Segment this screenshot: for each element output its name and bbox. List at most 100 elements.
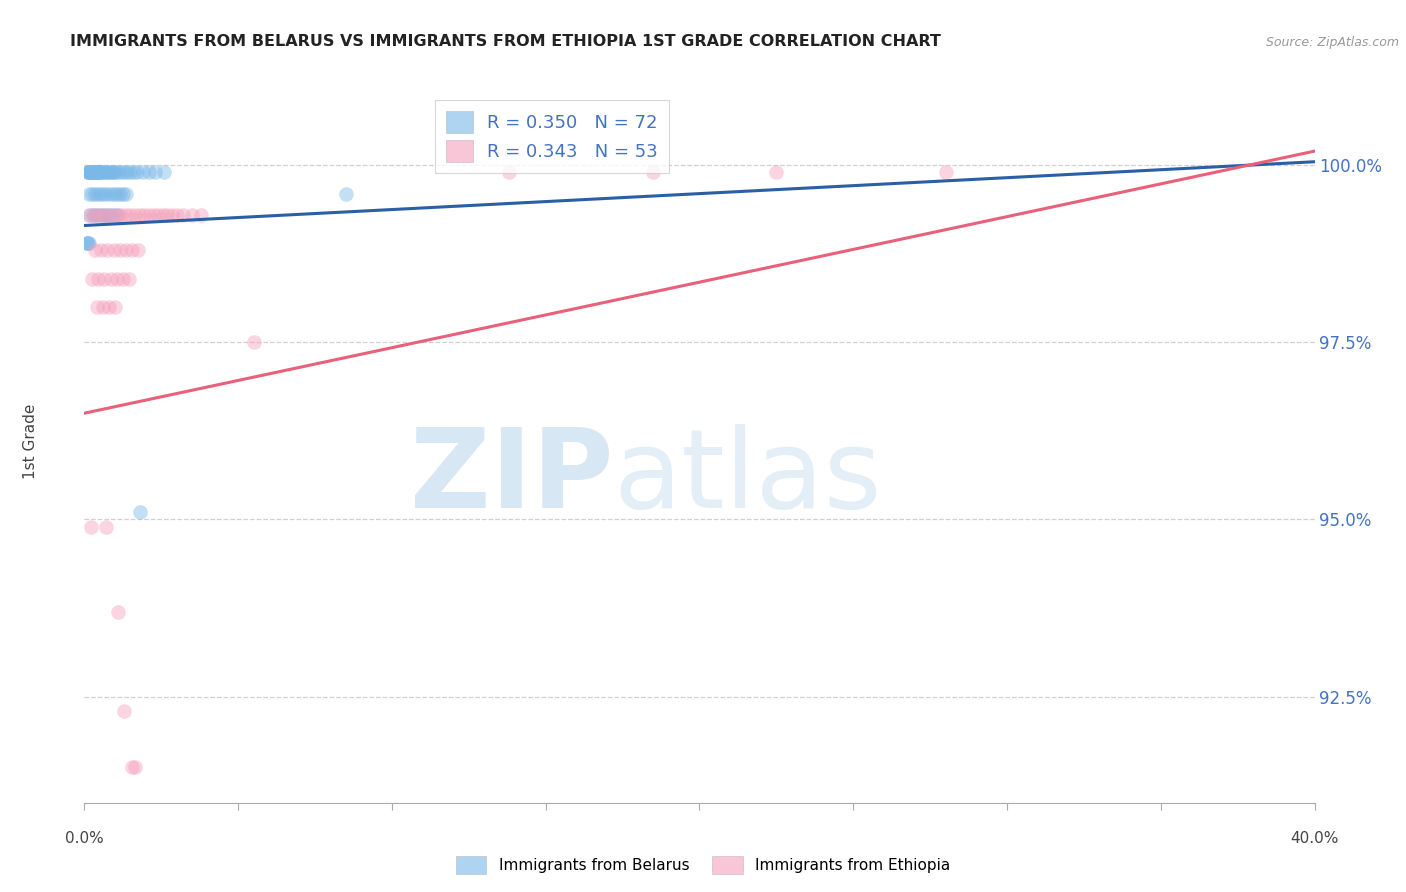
Point xyxy=(498,165,520,179)
Point xyxy=(103,186,125,201)
Point xyxy=(107,208,129,222)
Point xyxy=(105,208,128,222)
Point xyxy=(97,208,120,222)
Point xyxy=(84,208,107,222)
Point xyxy=(80,165,103,179)
Point xyxy=(86,165,108,179)
Point xyxy=(79,165,101,179)
Point xyxy=(100,165,122,179)
Point xyxy=(90,186,112,201)
Point xyxy=(76,236,98,251)
Point xyxy=(127,244,149,258)
Point xyxy=(108,244,131,258)
Point xyxy=(152,208,174,222)
Point xyxy=(117,165,139,179)
Point xyxy=(91,300,114,314)
Point xyxy=(91,165,114,179)
Point xyxy=(79,208,101,222)
Point xyxy=(120,208,142,222)
Point xyxy=(115,186,138,201)
Point xyxy=(86,165,108,179)
Point xyxy=(76,165,98,179)
Point xyxy=(79,519,101,533)
Point xyxy=(83,208,105,222)
Point xyxy=(111,186,134,201)
Point xyxy=(115,244,138,258)
Text: Source: ZipAtlas.com: Source: ZipAtlas.com xyxy=(1265,36,1399,49)
Point xyxy=(138,165,160,179)
Point xyxy=(110,208,132,222)
Text: 1st Grade: 1st Grade xyxy=(24,404,38,479)
Point xyxy=(121,244,143,258)
Point xyxy=(87,165,110,179)
Point xyxy=(79,165,101,179)
Point xyxy=(93,271,115,285)
Point xyxy=(76,236,98,251)
Point xyxy=(110,165,132,179)
Point xyxy=(134,208,156,222)
Point xyxy=(111,271,134,285)
Point xyxy=(96,165,118,179)
Point xyxy=(77,165,100,179)
Point xyxy=(87,186,110,201)
Text: 0.0%: 0.0% xyxy=(65,831,104,846)
Point xyxy=(104,300,127,314)
Text: IMMIGRANTS FROM BELARUS VS IMMIGRANTS FROM ETHIOPIA 1ST GRADE CORRELATION CHART: IMMIGRANTS FROM BELARUS VS IMMIGRANTS FR… xyxy=(70,34,941,49)
Point xyxy=(103,244,125,258)
Point xyxy=(89,165,111,179)
Point xyxy=(96,244,118,258)
Point xyxy=(94,165,117,179)
Point xyxy=(94,519,117,533)
Point xyxy=(84,165,107,179)
Point xyxy=(138,208,160,222)
Point xyxy=(84,165,107,179)
Point xyxy=(77,236,100,251)
Point xyxy=(87,208,110,222)
Point xyxy=(643,165,665,179)
Point xyxy=(765,165,787,179)
Point xyxy=(98,300,120,314)
Point xyxy=(94,208,117,222)
Point xyxy=(82,165,104,179)
Point xyxy=(96,186,118,201)
Point xyxy=(107,605,129,619)
Point xyxy=(82,165,104,179)
Point xyxy=(90,244,112,258)
Point xyxy=(83,165,105,179)
Point xyxy=(242,335,264,350)
Point xyxy=(87,208,111,222)
Point xyxy=(172,208,194,222)
Point xyxy=(121,760,143,774)
Point xyxy=(79,165,101,179)
Point xyxy=(120,165,142,179)
Point xyxy=(83,165,105,179)
Point xyxy=(77,236,100,251)
Text: 40.0%: 40.0% xyxy=(1291,831,1339,846)
Point xyxy=(112,704,135,718)
Point xyxy=(96,208,118,222)
Point xyxy=(89,165,111,179)
Point xyxy=(80,186,103,201)
Point xyxy=(104,165,127,179)
Point xyxy=(91,208,114,222)
Point xyxy=(103,208,125,222)
Point xyxy=(128,208,150,222)
Point xyxy=(77,186,100,201)
Point xyxy=(80,271,103,285)
Point xyxy=(142,208,165,222)
Point xyxy=(108,186,131,201)
Point xyxy=(118,271,141,285)
Point xyxy=(87,165,110,179)
Point xyxy=(84,244,107,258)
Text: atlas: atlas xyxy=(613,425,882,531)
Point xyxy=(91,208,114,222)
Point xyxy=(101,208,124,222)
Point xyxy=(153,165,176,179)
Point xyxy=(98,165,120,179)
Point xyxy=(160,208,183,222)
Point xyxy=(125,165,148,179)
Point xyxy=(143,165,166,179)
Legend: R = 0.350   N = 72, R = 0.343   N = 53: R = 0.350 N = 72, R = 0.343 N = 53 xyxy=(434,100,669,173)
Point xyxy=(103,165,125,179)
Point xyxy=(112,165,135,179)
